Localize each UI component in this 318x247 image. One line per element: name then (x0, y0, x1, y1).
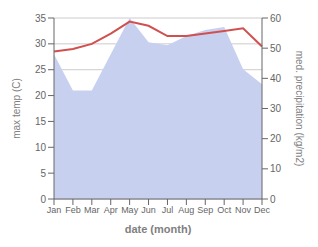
svg-text:Jun: Jun (141, 205, 156, 215)
svg-text:Feb: Feb (65, 205, 81, 215)
svg-text:0: 0 (270, 194, 276, 205)
svg-text:med. precipitation (kg/m2): med. precipitation (kg/m2) (294, 51, 305, 167)
svg-text:Aug: Aug (178, 205, 194, 215)
svg-text:Jul: Jul (162, 205, 174, 215)
svg-text:50: 50 (270, 43, 282, 54)
svg-text:10: 10 (270, 163, 282, 174)
svg-text:Sep: Sep (197, 205, 213, 215)
svg-text:40: 40 (270, 73, 282, 84)
svg-text:15: 15 (35, 116, 47, 127)
svg-text:max temp (C): max temp (C) (11, 78, 22, 139)
svg-text:Apr: Apr (104, 205, 118, 215)
svg-text:25: 25 (35, 64, 47, 75)
svg-text:Dec: Dec (254, 205, 271, 215)
svg-text:10: 10 (35, 142, 47, 153)
svg-text:Nov: Nov (235, 205, 252, 215)
svg-text:35: 35 (35, 13, 47, 24)
svg-text:60: 60 (270, 13, 282, 24)
svg-text:0: 0 (40, 194, 46, 205)
svg-text:30: 30 (270, 103, 282, 114)
svg-text:20: 20 (270, 133, 282, 144)
svg-text:Jan: Jan (47, 205, 62, 215)
svg-text:5: 5 (40, 168, 46, 179)
svg-text:30: 30 (35, 38, 47, 49)
svg-text:date (month): date (month) (125, 223, 192, 235)
svg-text:Oct: Oct (217, 205, 232, 215)
svg-text:May: May (121, 205, 139, 215)
svg-text:20: 20 (35, 90, 47, 101)
svg-text:Mar: Mar (84, 205, 100, 215)
